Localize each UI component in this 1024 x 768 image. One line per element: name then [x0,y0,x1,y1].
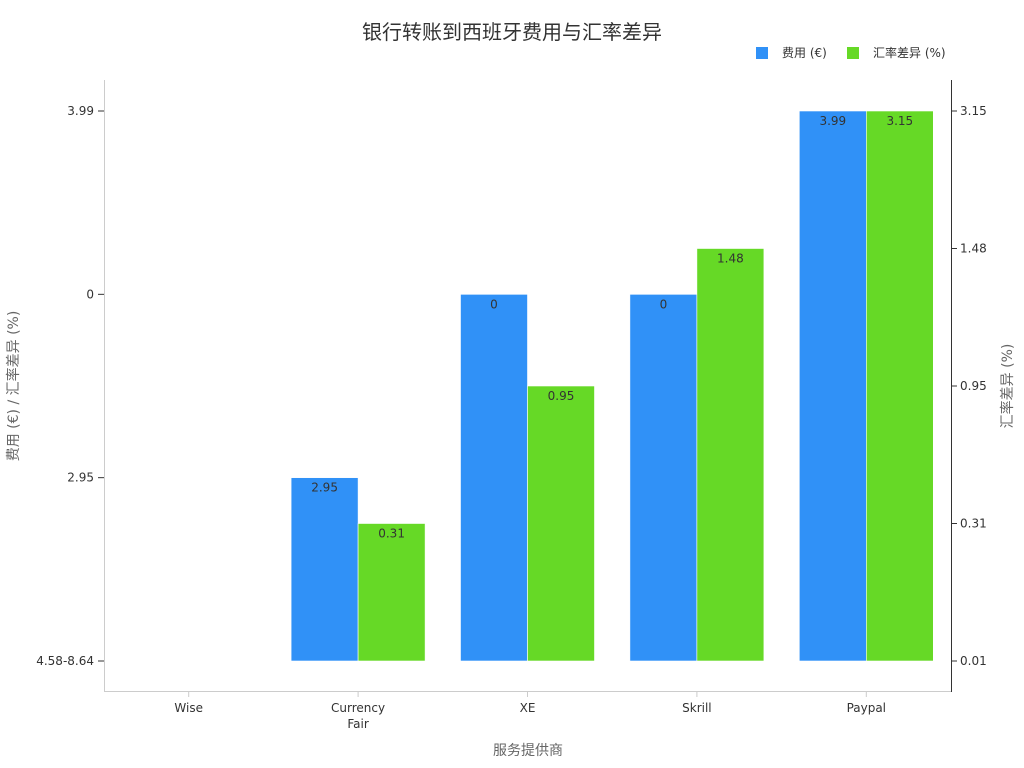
legend-swatch-fee [756,47,768,59]
bar-value-label: 0 [660,297,668,311]
bar-fee [629,294,698,662]
bar-value-label: 0.31 [378,527,405,541]
bar-fee [290,477,359,662]
right-tick-label: 3.15 [960,104,987,118]
x-tick-label: XE [520,701,536,715]
bars [290,110,934,662]
bar-rate [357,523,426,662]
x-axis-ticks: Wise Currency Fair XE Skrill Paypal [174,692,886,731]
left-tick-label: 3.99 [67,104,94,118]
bar-fee [798,110,867,662]
x-tick-label: Currency Fair [331,701,385,731]
bar-rate [865,110,934,662]
legend-label-fee: 费用 (€) [782,46,827,60]
bar-value-label: 2.95 [311,481,338,495]
left-tick-label: 0 [86,287,94,301]
left-tick-label: 2.95 [67,471,94,485]
bar-rate [696,248,765,662]
bar-fee [460,294,528,662]
left-axis-ticks: 4.58-8.64 2.95 0 3.99 [36,104,104,668]
bar-value-label: 0.95 [548,389,575,403]
chart-title: 银行转账到西班牙费用与汇率差异 [362,20,662,44]
bar-value-label: 3.99 [819,114,846,128]
x-tick-label: Wise [174,701,203,715]
legend-swatch-rate [847,47,859,59]
right-axis-ticks: 0.01 0.31 0.95 1.48 3.15 [951,104,987,668]
bar-value-label: 1.48 [717,252,744,266]
bar-rate [527,385,595,662]
right-tick-label: 0.95 [960,379,987,393]
left-axis-title: 费用 (€) / 汇率差异 (%) [5,311,22,462]
right-tick-label: 0.01 [960,654,987,668]
x-axis-title: 服务提供商 [493,743,563,759]
right-tick-label: 1.48 [960,242,987,256]
x-tick-label: Paypal [847,701,886,715]
bar-value-label: 0 [490,297,498,311]
bar-labels: 2.95 0.31 0 0.95 0 1.48 3.99 3.15 [311,114,913,541]
bar-value-label: 3.15 [886,114,913,128]
left-tick-label: 4.58-8.64 [36,654,94,668]
legend-label-rate: 汇率差异 (%) [873,45,946,60]
legend: 费用 (€) 汇率差异 (%) [756,45,946,60]
x-tick-label: Skrill [682,701,712,715]
right-axis-title: 汇率差异 (%) [999,344,1016,429]
right-tick-label: 0.31 [960,517,987,531]
